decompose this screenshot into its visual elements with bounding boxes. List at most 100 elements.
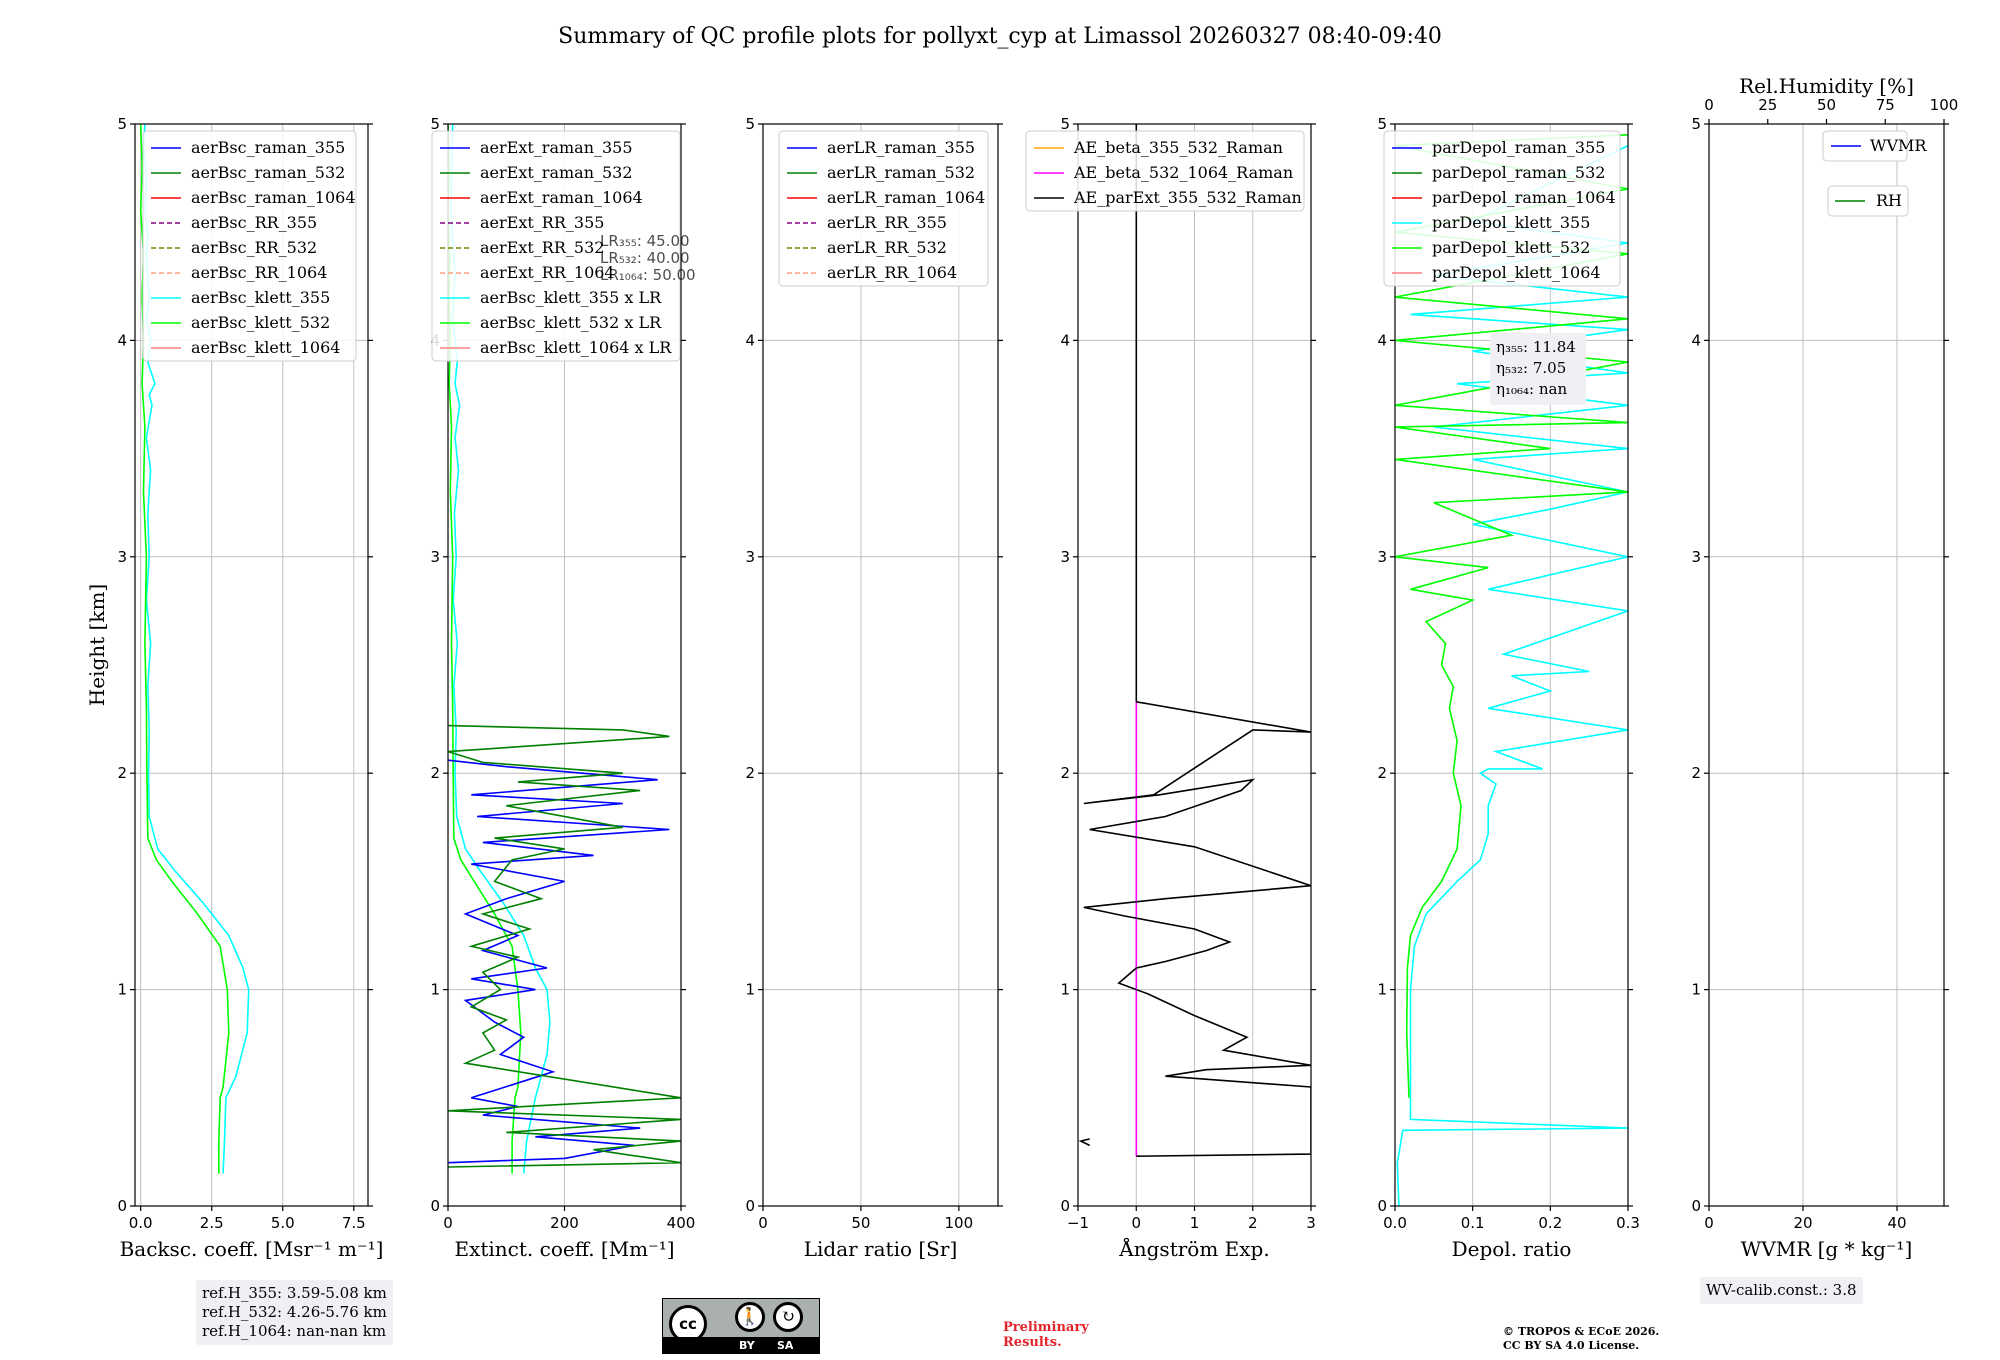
legend-label: parDepol_klett_532	[1432, 238, 1590, 257]
ref-height-1064: ref.H_1064: nan-nan km	[202, 1322, 387, 1340]
legend-label: AE_beta_355_532_Raman	[1073, 138, 1283, 157]
badge-band	[663, 1337, 819, 1353]
x-tick-label: 0	[758, 1214, 768, 1232]
legend-label: aerBsc_klett_355 x LR	[480, 288, 662, 307]
reference-height-box: ref.H_355: 3.59-5.08 km ref.H_532: 4.26-…	[196, 1280, 393, 1345]
legend-label: aerExt_raman_532	[480, 163, 633, 182]
x-tick-label: 0	[1704, 1214, 1714, 1232]
extinction-panel: 0123450200400Extinct. coeff. [Mm⁻¹]aerEx…	[430, 115, 695, 1261]
x-axis-label: Extinct. coeff. [Mm⁻¹]	[454, 1237, 674, 1261]
legend-label: aerExt_RR_355	[480, 213, 604, 232]
y-tick-label: 0	[1060, 1197, 1070, 1215]
cc-license-badge: cc 🚶 ↻ BY SA	[662, 1298, 820, 1354]
y-tick-label: 3	[1060, 548, 1070, 566]
y-tick-label: 3	[1377, 548, 1387, 566]
top-x-tick-label: 0	[1704, 96, 1714, 114]
legend-label: aerLR_raman_532	[827, 163, 975, 182]
x-tick-label: 0	[1131, 1214, 1141, 1232]
eta-value: η₅₃₂: 7.05	[1496, 359, 1566, 377]
y-tick-label: 2	[117, 764, 127, 782]
legend-box	[431, 130, 681, 362]
eta-value: η₁₀₆₄: nan	[1496, 380, 1567, 398]
depolarization-panel: 0 1 2 3 4 5 0.0 0.1 0.2 0.3 Depol. ratio parDepol_r…	[1377, 115, 1639, 1261]
legend-box	[142, 130, 357, 362]
y-tick-label: 5	[1691, 115, 1701, 133]
series-line-ae-parext-355-532-raman-low	[1078, 1138, 1091, 1147]
x-tick-label: 0.0	[129, 1214, 153, 1232]
lr-note-line: LR₁₀₆₄: 50.00	[600, 266, 696, 284]
y-tick-label: 4	[745, 331, 755, 349]
series-line-aerext-raman-355	[448, 759, 670, 1164]
top-x-tick-label: 100	[1930, 96, 1959, 114]
x-tick-label: 2	[1248, 1214, 1258, 1232]
legend-box	[778, 130, 989, 287]
x-tick-label: 20	[1793, 1214, 1812, 1232]
x-tick-label: 2.5	[200, 1214, 224, 1232]
sa-label: SA	[777, 1339, 794, 1352]
y-tick-label: 1	[430, 981, 440, 999]
y-tick-label: 1	[1377, 981, 1387, 999]
share-alike-icon: ↻	[773, 1302, 803, 1332]
figure-title: Summary of QC profile plots for pollyxt_…	[558, 24, 1442, 49]
x-tick-label: 0.1	[1461, 1214, 1485, 1232]
x-axis-label: Lidar ratio [Sr]	[804, 1237, 958, 1261]
eta-box	[1490, 333, 1586, 405]
plot-frame	[1708, 123, 1945, 1207]
y-tick-label: 1	[745, 981, 755, 999]
y-tick-label: 3	[1691, 548, 1701, 566]
y-tick-label: 3	[430, 548, 440, 566]
legend-label: aerLR_RR_355	[827, 213, 947, 232]
series-line-pardepol-klett-355	[1396, 144, 1628, 1206]
legend-label: aerExt_RR_532	[480, 238, 604, 257]
rh-legend-label: RH	[1876, 191, 1902, 210]
preliminary-line-1: Preliminary	[1003, 1320, 1089, 1335]
y-tick-label: 5	[745, 115, 755, 133]
top-x-axis-label: Rel.Humidity [%]	[1739, 74, 1914, 98]
legend-label: aerBsc_klett_1064 x LR	[480, 338, 672, 357]
y-tick-label: 2	[745, 764, 755, 782]
legend-label: aerBsc_klett_532 x LR	[480, 313, 662, 332]
y-tick-label: 4	[1691, 331, 1701, 349]
x-axis-label: Backsc. coeff. [Msr⁻¹ m⁻¹]	[120, 1237, 384, 1261]
x-axis-label: Ångström Exp.	[1118, 1236, 1269, 1261]
y-tick-label: 1	[1691, 981, 1701, 999]
y-tick-label: 3	[117, 548, 127, 566]
legend-label: aerBsc_klett_1064	[191, 338, 340, 357]
legend-label: parDepol_raman_1064	[1432, 188, 1616, 207]
wv-calibration-box: WV-calib.const.: 3.8	[1700, 1277, 1863, 1304]
x-tick-label: 200	[550, 1214, 579, 1232]
wvmr-legend-box	[1822, 130, 1908, 162]
top-x-tick-label: 75	[1876, 96, 1895, 114]
y-tick-label: 0	[1691, 1197, 1701, 1215]
y-tick-label: 0	[430, 1197, 440, 1215]
x-tick-label: 1	[1190, 1214, 1200, 1232]
x-axis-label: WVMR [g * kg⁻¹]	[1741, 1237, 1913, 1261]
legend-box	[1025, 130, 1305, 212]
y-tick-label: 2	[430, 764, 440, 782]
y-tick-label: 0	[1377, 1197, 1387, 1215]
series-line-aerbsc-klett-532	[139, 124, 230, 1174]
y-tick-label: 4	[1060, 331, 1070, 349]
ref-height-532: ref.H_532: 4.26-5.76 km	[202, 1303, 387, 1321]
x-tick-label: 0.2	[1538, 1214, 1562, 1232]
wvmr-legend-label: WVMR	[1870, 136, 1927, 155]
y-tick-label: 2	[1377, 764, 1387, 782]
copyright-line-1: © TROPOS & ECoE 2026.	[1503, 1325, 1660, 1338]
legend-label: aerExt_raman_355	[480, 138, 633, 157]
y-tick-label: 1	[117, 981, 127, 999]
top-x-tick-label: 50	[1817, 96, 1836, 114]
legend-label: aerLR_raman_1064	[827, 188, 985, 207]
legend-label: aerLR_RR_532	[827, 238, 947, 257]
legend-label: aerBsc_RR_532	[191, 238, 317, 257]
legend-label: aerBsc_raman_532	[191, 163, 345, 182]
legend-label: AE_beta_532_1064_Raman	[1073, 163, 1293, 182]
lr-note-line: LR₃₅₅: 45.00	[600, 232, 690, 250]
top-x-tick-label: 25	[1758, 96, 1777, 114]
series-line-aerext-raman-532	[448, 724, 681, 1168]
by-label: BY	[739, 1339, 755, 1352]
y-tick-label: 5	[1377, 115, 1387, 133]
legend-label: aerBsc_klett_532	[191, 313, 330, 332]
legend-label: AE_parExt_355_532_Raman	[1073, 188, 1302, 207]
